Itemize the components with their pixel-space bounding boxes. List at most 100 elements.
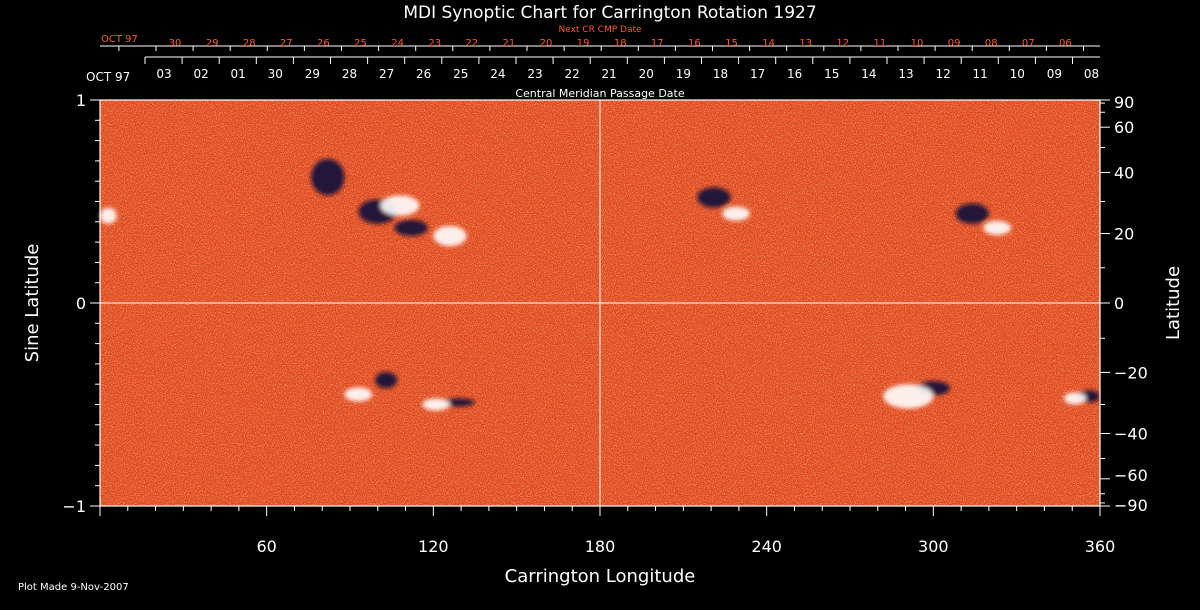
x-tick-label: 60 bbox=[256, 537, 276, 556]
next-cmp-date-label: 18 bbox=[614, 38, 627, 49]
next-cmp-start-label: OCT 97 bbox=[101, 34, 138, 45]
cmp-date-label: 09 bbox=[1047, 67, 1062, 81]
active-region-positive bbox=[100, 207, 117, 224]
x-tick-label: 300 bbox=[918, 537, 949, 556]
x-tick-label: 240 bbox=[751, 537, 782, 556]
y-right-tick-label: 90 bbox=[1114, 93, 1134, 112]
next-cmp-date-label: 24 bbox=[391, 38, 404, 49]
y-right-tick-label: −60 bbox=[1114, 466, 1148, 485]
y-right-tick-label: 60 bbox=[1114, 118, 1134, 137]
cmp-date-label: 26 bbox=[416, 67, 431, 81]
cmp-date-label: 15 bbox=[824, 67, 839, 81]
next-cmp-date-label: 11 bbox=[874, 38, 887, 49]
y-axis-left: 1 0 −1 bbox=[62, 91, 100, 516]
next-cmp-date-label: 27 bbox=[280, 38, 293, 49]
next-cmp-date-label: 12 bbox=[836, 38, 849, 49]
next-cmp-date-label: 08 bbox=[985, 38, 998, 49]
cmp-date-label: 19 bbox=[676, 67, 691, 81]
cmp-date-label: 01 bbox=[231, 67, 246, 81]
cmp-date-label: 29 bbox=[305, 67, 320, 81]
plot-made-footer: Plot Made 9-Nov-2007 bbox=[18, 582, 129, 593]
next-cmp-date-label: 30 bbox=[169, 38, 182, 49]
active-regions bbox=[100, 158, 1100, 411]
y-axis-right: 90 60 40 20 0 −20 −40 −60 −90 bbox=[1100, 93, 1148, 515]
x-tick-label: 180 bbox=[585, 537, 616, 556]
active-region-negative bbox=[955, 203, 989, 224]
y-right-tick-label: 0 bbox=[1114, 294, 1124, 313]
active-region-positive bbox=[883, 384, 934, 409]
y-right-tick-label: −40 bbox=[1114, 424, 1148, 443]
active-region-negative bbox=[697, 187, 731, 208]
next-cmp-date-label: 21 bbox=[503, 38, 516, 49]
cmp-date-label: 24 bbox=[490, 67, 505, 81]
x-axis-label: Carrington Longitude bbox=[505, 566, 696, 587]
cmp-date-label: 14 bbox=[861, 67, 876, 81]
cmp-axis: 03 02 01 30 29 28 27 26 25 24 23 22 21 20 19 18 17 16 15 14… bbox=[144, 56, 1100, 81]
grid-lines bbox=[100, 100, 1100, 506]
cmp-date-label: 30 bbox=[268, 67, 283, 81]
cmp-date-label: 23 bbox=[527, 67, 542, 81]
next-cmp-date-label: 07 bbox=[1022, 38, 1035, 49]
active-region-positive bbox=[433, 225, 467, 247]
next-cmp-date-label: 29 bbox=[206, 38, 219, 49]
active-region-positive bbox=[983, 220, 1012, 235]
active-region-positive bbox=[344, 387, 373, 402]
cmp-date-label: 20 bbox=[639, 67, 654, 81]
cmp-date-label: 11 bbox=[973, 67, 988, 81]
y-axis-label-left: Sine Latitude bbox=[22, 244, 43, 363]
next-cmp-date-label: 23 bbox=[428, 38, 441, 49]
x-tick-label: 120 bbox=[418, 537, 449, 556]
next-cmp-date-label: 19 bbox=[577, 38, 590, 49]
next-cmp-date-label: 25 bbox=[354, 38, 367, 49]
cmp-date-label: 25 bbox=[453, 67, 468, 81]
next-cmp-date-label: 13 bbox=[799, 38, 812, 49]
cmp-date-label: 22 bbox=[564, 67, 579, 81]
y-axis-label-right: Latitude bbox=[1163, 266, 1184, 340]
y-left-tick-label: 0 bbox=[76, 294, 86, 313]
next-cmp-date-label: 16 bbox=[688, 38, 701, 49]
active-region-negative bbox=[394, 219, 428, 237]
y-left-tick-label: 1 bbox=[76, 91, 86, 110]
next-cmp-date-label: 10 bbox=[911, 38, 924, 49]
active-region-positive bbox=[722, 206, 750, 221]
cmp-date-label: 13 bbox=[898, 67, 913, 81]
cmp-date-label: 17 bbox=[750, 67, 765, 81]
y-right-tick-label: 20 bbox=[1114, 225, 1134, 244]
y-right-tick-label: 40 bbox=[1114, 164, 1134, 183]
active-region-positive bbox=[380, 195, 420, 216]
cmp-date-label: 27 bbox=[379, 67, 394, 81]
chart-title: MDI Synoptic Chart for Carrington Rotati… bbox=[403, 3, 816, 23]
x-tick-label: 360 bbox=[1085, 537, 1116, 556]
y-left-tick-label: −1 bbox=[62, 497, 86, 516]
cmp-date-label: 21 bbox=[602, 67, 617, 81]
cmp-date-label: 16 bbox=[787, 67, 802, 81]
y-right-tick-label: −20 bbox=[1114, 363, 1148, 382]
next-cmp-date-label: 22 bbox=[465, 38, 478, 49]
next-cmp-date-label: 09 bbox=[948, 38, 961, 49]
cmp-date-label: 10 bbox=[1010, 67, 1025, 81]
next-cmp-date-label: 28 bbox=[243, 38, 256, 49]
active-region-positive bbox=[422, 398, 450, 411]
next-cmp-axis-label: Next CR CMP Date bbox=[558, 25, 642, 35]
cmp-axis-label: Central Meridian Passage Date bbox=[515, 87, 684, 100]
next-cmp-date-label: 15 bbox=[725, 38, 738, 49]
y-right-tick-label: −90 bbox=[1114, 496, 1148, 515]
x-axis: 60 120 180 240 300 360 bbox=[99, 506, 1116, 556]
cmp-date-label: 18 bbox=[713, 67, 728, 81]
next-cmp-date-label: 26 bbox=[317, 38, 330, 49]
cmp-date-label: 03 bbox=[156, 67, 171, 81]
active-region-negative bbox=[375, 372, 398, 389]
next-cmp-axis: 30 29 28 27 26 25 24 23 22 21 20 19 18 17 16 15 14 13 12 11… bbox=[100, 38, 1100, 51]
cmp-date-label: 12 bbox=[935, 67, 950, 81]
cmp-date-label: 02 bbox=[193, 67, 208, 81]
active-region-negative bbox=[311, 158, 345, 196]
cmp-date-label: 28 bbox=[342, 67, 357, 81]
cmp-start-label: OCT 97 bbox=[86, 70, 130, 84]
active-region-negative bbox=[441, 398, 476, 407]
next-cmp-date-label: 20 bbox=[540, 38, 553, 49]
next-cmp-date-label: 06 bbox=[1059, 38, 1072, 49]
cmp-date-label: 08 bbox=[1084, 67, 1099, 81]
next-cmp-date-label: 14 bbox=[762, 38, 775, 49]
next-cmp-date-label: 17 bbox=[651, 38, 664, 49]
